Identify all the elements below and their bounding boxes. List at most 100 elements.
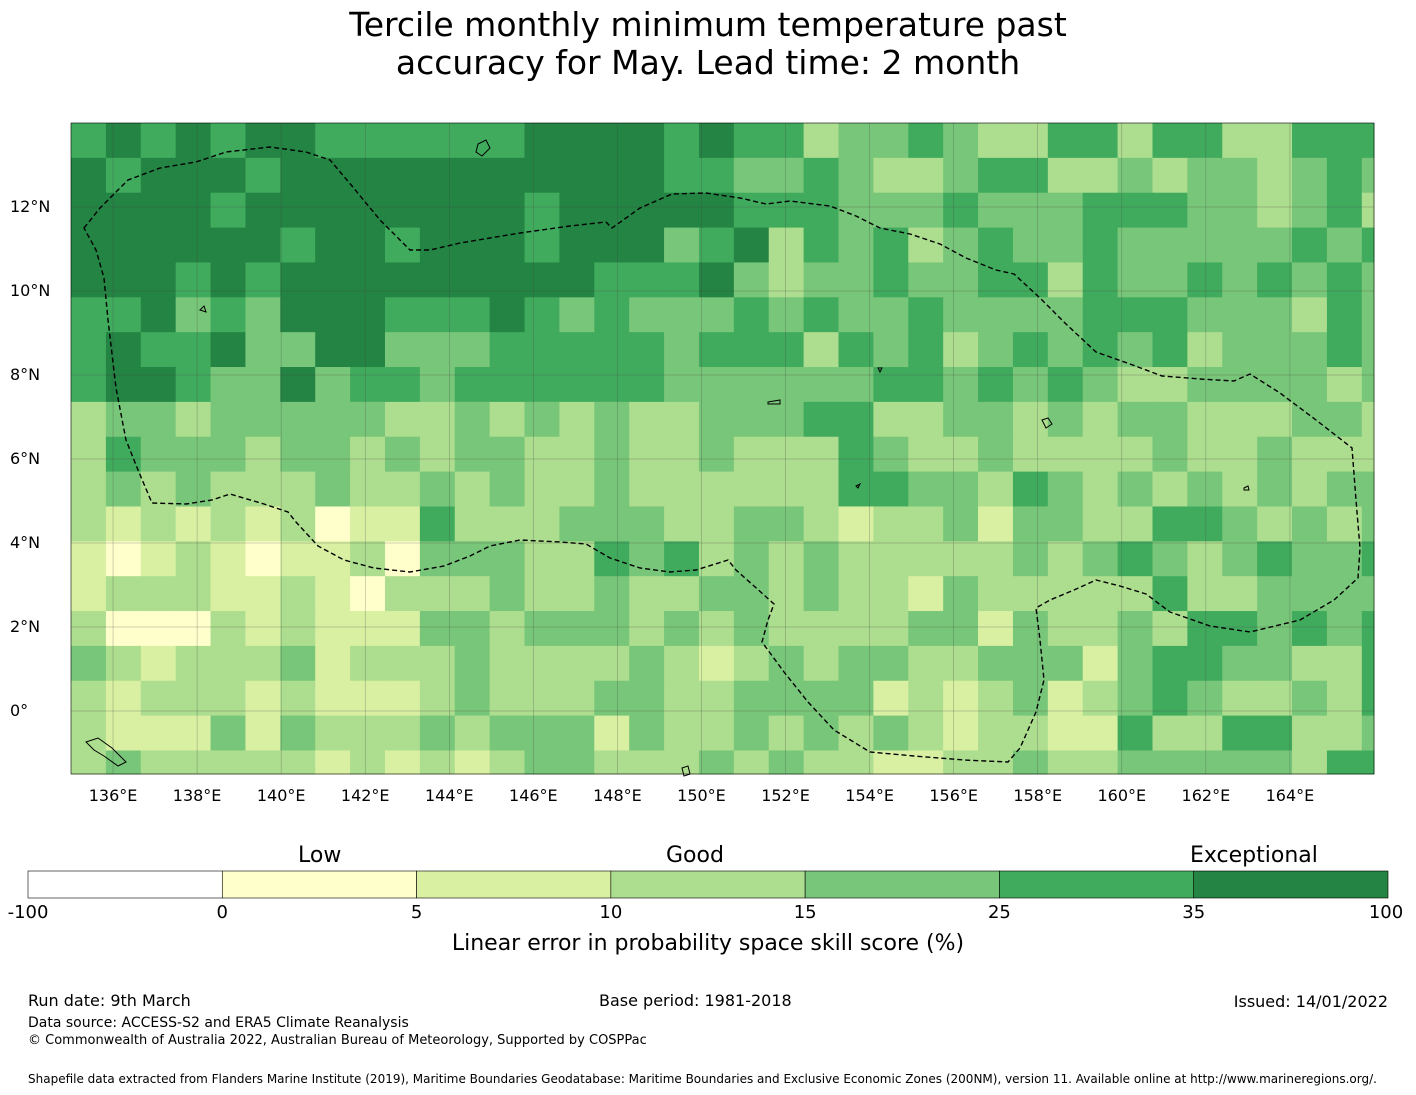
grid-cell [384,262,421,298]
longitude-tick-label: 142°E [340,786,390,805]
grid-cell [489,401,526,438]
grid-cell [489,680,526,717]
colorbar-tick-label: 25 [987,902,1011,923]
grid-cell [1257,750,1293,775]
grid-cell [559,506,595,542]
grid-cell [140,645,177,682]
grid-cell [1047,227,1084,263]
grid-cell [838,576,874,612]
grid-cell [838,123,874,159]
grid-cell [71,332,107,368]
title-line-2: accuracy for May. Lead time: 2 month [395,43,1021,82]
grid-cell [71,297,107,333]
grid-cell [1012,332,1049,368]
grid-cell [1257,576,1293,612]
grid-cell [454,506,491,542]
grid-cell [1292,123,1328,159]
grid-cell [629,401,665,438]
grid-cell [454,227,491,263]
grid-cell [1222,611,1258,647]
grid-cell [210,506,246,542]
grid-cell [943,750,979,775]
grid-cell [664,506,700,542]
grid-cell [384,471,421,507]
grid-cell [978,576,1014,612]
grid-cell [733,123,770,159]
grid-cell [1117,471,1153,507]
grid-cell [350,123,386,159]
grid-cell [1326,611,1363,647]
grid-cell [454,541,491,577]
grid-cell [594,436,630,473]
grid-cell [1222,192,1258,229]
grid-cell [1047,332,1084,368]
grid-cell [838,506,874,542]
grid-cell [524,297,560,333]
grid-cell [698,297,735,333]
grid-cell [908,192,944,229]
grid-cell [629,645,665,682]
grid-cell [1326,227,1363,263]
grid-cell [454,157,491,194]
grid-cell [943,297,979,333]
grid-cell [524,436,560,473]
grid-cell [454,401,491,438]
grid-cell [384,750,421,775]
grid-cell [733,436,770,473]
grid-cell [175,332,212,368]
longitude-tick-label: 144°E [424,786,474,805]
grid-cell [384,680,421,717]
grid-cell [1292,715,1328,751]
grid-cell [838,541,874,577]
colorbar-label-good: Good [666,843,724,868]
grid-cell [419,471,456,507]
grid-cell [1326,541,1363,577]
grid-cell [1326,750,1363,775]
grid-cell [594,680,630,717]
grid-cell [105,576,142,612]
grid-cell [1012,471,1049,507]
grid-cell [803,471,840,507]
grid-cell [1326,471,1363,507]
grid-cell [1292,750,1328,775]
grid-cell [733,262,770,298]
grid-cell [1152,227,1188,263]
grid-cell [978,192,1014,229]
grid-cell [140,157,177,194]
grid-cell [873,157,909,194]
grid-cell [978,436,1014,473]
grid-cell [1292,227,1328,263]
grid-cell [594,541,630,577]
grid-cell [524,506,560,542]
grid-cell [733,227,770,263]
grid-cell [1257,367,1293,403]
grid-cell [71,367,107,403]
grid-cell [1047,262,1084,298]
grid-cell [280,367,316,403]
grid-cell [245,506,281,542]
grid-cell [733,297,770,333]
grid-cell [1082,750,1119,775]
grid-cell [175,506,212,542]
grid-cell [559,262,595,298]
grid-cell [210,297,246,333]
grid-cell [1292,506,1328,542]
grid-cell [71,436,107,473]
grid-cell [489,367,526,403]
grid-cell [1117,436,1153,473]
skill-grid-cells [71,123,1375,775]
grid-cell [524,332,560,368]
grid-cell [594,506,630,542]
grid-cell [350,750,386,775]
grid-cell [1012,576,1049,612]
grid-cell [873,436,909,473]
grid-cell [280,541,316,577]
grid-cell [559,715,595,751]
grid-cell [803,262,840,298]
longitude-tick-label: 160°E [1097,786,1147,805]
grid-cell [105,297,142,333]
grid-cell [105,367,142,403]
grid-cell [803,715,840,751]
grid-cell [768,645,805,682]
grid-cell [350,715,386,751]
